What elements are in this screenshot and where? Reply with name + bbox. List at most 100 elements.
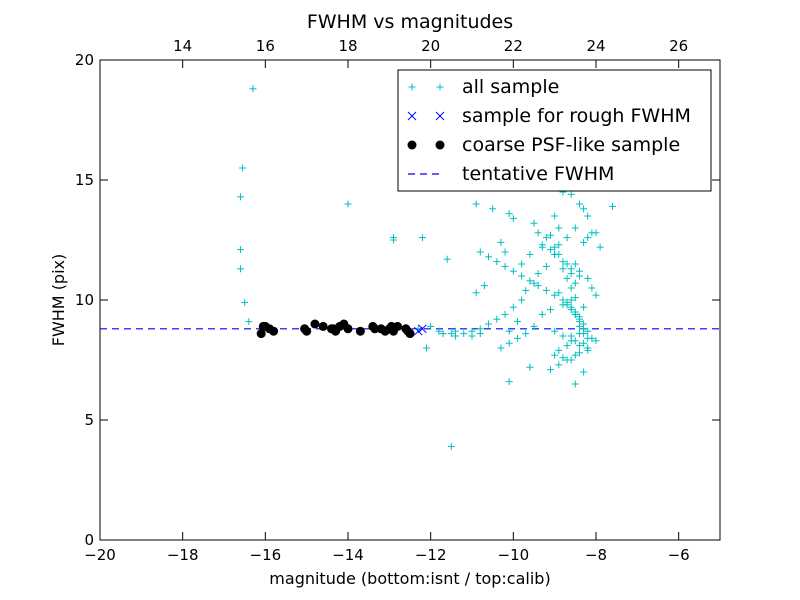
data-point-0-127 [542,234,550,242]
data-point-0-53 [485,320,493,328]
data-point-0-10 [418,234,426,242]
data-point-0-149 [575,318,583,326]
x-tick-label-2: −16 [250,546,282,564]
data-point-0-105 [485,253,493,261]
data-point-0-74 [526,363,534,371]
y-tick-label-2: 10 [75,291,94,309]
data-point-0-0 [249,85,257,93]
data-point-0-14 [439,330,447,338]
data-point-0-58 [472,289,480,297]
data-point-0-48 [522,286,530,294]
data-point-0-56 [460,330,468,338]
data-point-0-5 [241,298,249,306]
data-point-0-148 [580,325,588,333]
data-point-0-132 [563,274,571,282]
legend-label-2: coarse PSF-like sample [462,134,680,156]
data-point-0-99 [534,282,542,290]
series-2 [256,319,415,339]
data-point-0-147 [547,366,555,374]
data-point-0-49 [518,296,526,304]
legend-item-3: tentative FWHM [408,163,614,185]
data-point-2-22 [300,324,310,334]
data-point-0-131 [567,284,575,292]
data-point-0-39 [596,243,604,251]
y-tick-label-3: 15 [75,171,94,189]
data-point-0-124 [563,260,571,268]
data-point-0-3 [237,246,245,254]
data-point-0-63 [588,284,596,292]
data-point-0-103 [501,262,509,270]
data-point-0-125 [555,250,563,258]
data-point-0-76 [571,380,579,388]
data-point-0-22 [497,238,505,246]
data-point-0-45 [542,262,550,270]
data-point-0-18 [472,200,480,208]
data-point-0-62 [584,274,592,282]
data-point-0-140 [559,332,567,340]
data-point-2-0 [256,329,266,339]
data-point-0-98 [542,286,550,294]
data-point-2-23 [329,324,339,334]
data-point-0-41 [571,224,579,232]
legend-label-1: sample for rough FWHM [462,105,691,127]
data-point-1-1-b [413,326,423,336]
data-point-0-133 [559,265,567,273]
top-tick-label-3: 20 [421,37,440,55]
legend-swatch-a-1-b [407,111,417,121]
x-tick-label-4: −12 [415,546,447,564]
data-point-0-43 [555,241,563,249]
legend-swatch-a-1 [407,111,417,121]
data-point-0-139 [551,327,559,335]
data-point-0-102 [509,267,517,275]
legend-entries: all sample sample for rough FWHM coarse PS… [407,76,691,185]
data-point-0-70 [435,327,443,335]
data-point-2-18 [393,321,403,331]
data-point-0-144 [571,351,579,359]
data-point-0-46 [534,270,542,278]
data-point-0-42 [563,234,571,242]
data-point-0-60 [571,260,579,268]
data-point-0-104 [493,258,501,266]
data-point-2-5 [310,319,320,329]
data-point-0-143 [584,346,592,354]
data-point-0-7 [344,200,352,208]
top-tick-label-1: 16 [256,37,275,55]
data-point-0-84 [551,351,559,359]
y-tick-label-4: 20 [75,51,94,69]
data-point-0-112 [559,258,567,266]
data-point-0-64 [592,291,600,299]
data-point-2-21 [258,321,268,331]
data-point-0-118 [555,289,563,297]
data-point-0-37 [584,212,592,220]
data-point-0-4 [237,265,245,273]
top-tick-label-4: 22 [504,37,523,55]
legend-swatch-b-0 [436,83,444,91]
data-point-1-0 [418,324,427,334]
legend-swatch-b-2 [435,140,445,150]
data-point-0-12 [447,442,455,450]
data-point-0-136 [513,334,521,342]
data-point-0-23 [501,248,509,256]
data-point-0-57 [451,332,459,340]
data-point-0-55 [468,327,476,335]
chart-title: FWHM vs magnitudes [307,11,513,33]
data-point-0-40 [609,202,617,210]
y-tick-label-0: 0 [84,531,94,549]
legend-item-1: sample for rough FWHM [407,105,691,127]
legend-swatch-a-2 [407,140,417,150]
data-point-0-110 [575,272,583,280]
legend-swatch-a-0 [408,83,416,91]
data-point-1-1 [413,326,423,336]
x-tick-label-1: −18 [167,546,199,564]
axes: −20 −18 −16 −14 −12 −10 −8 −6 0 5 10 15 20 14 16 18 20 22… [75,37,720,564]
x-tick-label-3: −14 [332,546,364,564]
legend-item-2: coarse PSF-like sample [407,134,680,156]
data-point-0-11 [443,255,451,263]
data-point-0-52 [493,315,501,323]
series-1 [413,324,427,336]
data-point-0-129 [580,303,588,311]
legend-swatch-b-1 [435,111,445,121]
x-tick-label-5: −10 [498,546,530,564]
data-point-0-146 [555,361,563,369]
data-point-0-68 [538,310,546,318]
